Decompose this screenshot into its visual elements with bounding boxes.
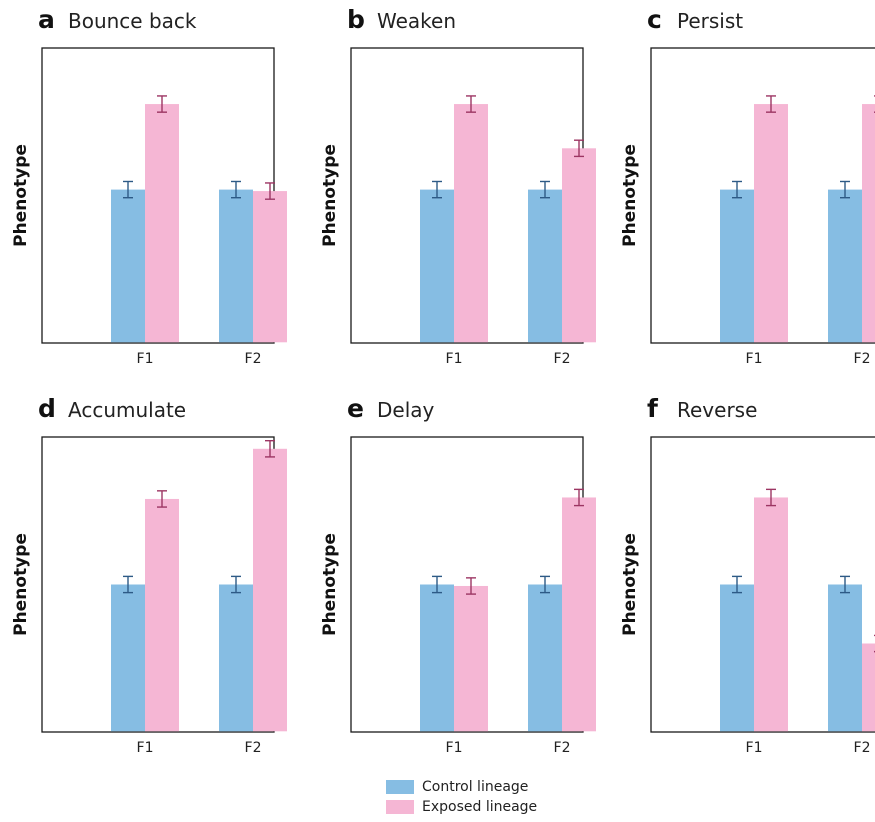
x-tick-label: F1 bbox=[746, 351, 763, 367]
error-bar-control-F2 bbox=[231, 180, 241, 199]
bar-exposed-F2 bbox=[862, 104, 875, 343]
x-tick-label: F2 bbox=[554, 351, 571, 367]
error-bar-control-F1 bbox=[123, 180, 133, 199]
bar-exposed-F2 bbox=[562, 148, 596, 343]
error-bar-control-F1 bbox=[732, 180, 742, 199]
error-bar-exposed-F2 bbox=[574, 488, 584, 507]
y-axis-label: Phenotype bbox=[320, 144, 340, 247]
panel-b: b Weaken Phenotype F1 F2 bbox=[320, 5, 596, 367]
bar-exposed-F1 bbox=[454, 104, 488, 343]
bar-control-F1 bbox=[720, 189, 754, 343]
error-bar-control-F2 bbox=[840, 575, 850, 594]
panel-d: d Accumulate Phenotype F1 F2 bbox=[11, 394, 287, 756]
error-bar-exposed-F1 bbox=[466, 95, 476, 113]
error-bar-control-F2 bbox=[840, 180, 850, 199]
bar-control-F1 bbox=[420, 189, 454, 343]
error-bar-control-F1 bbox=[123, 575, 133, 594]
y-axis-label: Phenotype bbox=[620, 144, 640, 247]
bar-exposed-F2 bbox=[253, 191, 287, 343]
panel-letter: e bbox=[347, 394, 364, 423]
panel-c: c Persist Phenotype F1 F2 bbox=[620, 5, 875, 367]
bar-control-F2 bbox=[219, 189, 253, 343]
y-axis-label: Phenotype bbox=[320, 533, 340, 636]
panel-title: Bounce back bbox=[68, 9, 197, 33]
bar-exposed-F2 bbox=[562, 497, 596, 732]
error-bar-control-F2 bbox=[540, 575, 550, 594]
y-axis-label: Phenotype bbox=[620, 533, 640, 636]
x-tick-label: F1 bbox=[137, 740, 154, 756]
panel-letter: f bbox=[647, 394, 659, 423]
bar-control-F2 bbox=[528, 189, 562, 343]
y-axis-label: Phenotype bbox=[11, 533, 31, 636]
error-bar-control-F2 bbox=[540, 180, 550, 199]
x-tick-label: F1 bbox=[137, 351, 154, 367]
error-bar-exposed-F2 bbox=[265, 439, 275, 458]
bar-exposed-F2 bbox=[862, 643, 875, 732]
legend-label-exposed: Exposed lineage bbox=[422, 799, 538, 815]
x-tick-label: F2 bbox=[854, 740, 871, 756]
panel-title: Weaken bbox=[377, 9, 456, 33]
x-tick-label: F2 bbox=[854, 351, 871, 367]
panel-title: Reverse bbox=[677, 398, 757, 422]
panel-letter: a bbox=[38, 5, 55, 34]
bar-control-F1 bbox=[111, 584, 145, 732]
error-bar-exposed-F1 bbox=[766, 95, 776, 113]
bar-exposed-F1 bbox=[754, 497, 788, 732]
panel-letter: c bbox=[647, 5, 662, 34]
error-bar-control-F1 bbox=[432, 575, 442, 594]
bar-control-F1 bbox=[720, 584, 754, 732]
bar-exposed-F1 bbox=[145, 498, 179, 732]
legend-swatch-control bbox=[386, 780, 414, 794]
legend-item-exposed: Exposed lineage bbox=[386, 797, 586, 817]
error-bar-control-F1 bbox=[432, 180, 442, 199]
bar-control-F2 bbox=[828, 189, 862, 343]
legend: Control lineage Exposed lineage bbox=[386, 777, 586, 817]
bar-control-F2 bbox=[828, 584, 862, 732]
legend-item-control: Control lineage bbox=[386, 777, 586, 797]
panel-title: Persist bbox=[677, 9, 743, 33]
error-bar-exposed-F1 bbox=[157, 95, 167, 113]
panel-letter: b bbox=[347, 5, 365, 34]
x-tick-label: F1 bbox=[446, 740, 463, 756]
bar-exposed-F1 bbox=[454, 585, 488, 732]
bar-exposed-F2 bbox=[253, 448, 287, 732]
panel-title: Delay bbox=[377, 398, 435, 422]
x-tick-label: F1 bbox=[746, 740, 763, 756]
error-bar-exposed-F1 bbox=[157, 490, 167, 508]
bar-control-F1 bbox=[420, 584, 454, 732]
error-bar-control-F1 bbox=[732, 575, 742, 594]
x-tick-label: F2 bbox=[554, 740, 571, 756]
error-bar-exposed-F2 bbox=[574, 139, 584, 158]
bar-control-F1 bbox=[111, 189, 145, 343]
plot-frame bbox=[650, 47, 875, 344]
x-tick-label: F2 bbox=[245, 740, 262, 756]
bar-exposed-F1 bbox=[754, 104, 788, 343]
x-tick-label: F1 bbox=[446, 351, 463, 367]
bar-exposed-F1 bbox=[145, 104, 179, 343]
error-bar-control-F2 bbox=[231, 575, 241, 594]
plot-frame bbox=[650, 436, 875, 733]
x-tick-label: F2 bbox=[245, 351, 262, 367]
error-bar-exposed-F1 bbox=[466, 577, 476, 595]
panel-letter: d bbox=[38, 394, 56, 423]
bar-control-F2 bbox=[528, 584, 562, 732]
legend-swatch-exposed bbox=[386, 800, 414, 814]
y-axis-label: Phenotype bbox=[11, 144, 31, 247]
panel-title: Accumulate bbox=[68, 398, 186, 422]
legend-label-control: Control lineage bbox=[422, 779, 529, 795]
bar-control-F2 bbox=[219, 584, 253, 732]
panel-f: f Reverse Phenotype F1 F2 bbox=[620, 394, 875, 756]
panel-e: e Delay Phenotype F1 F2 bbox=[320, 394, 596, 756]
error-bar-exposed-F1 bbox=[766, 488, 776, 507]
error-bar-exposed-F2 bbox=[265, 182, 275, 200]
panel-a: a Bounce back Phenotype F1 F2 bbox=[11, 5, 287, 367]
